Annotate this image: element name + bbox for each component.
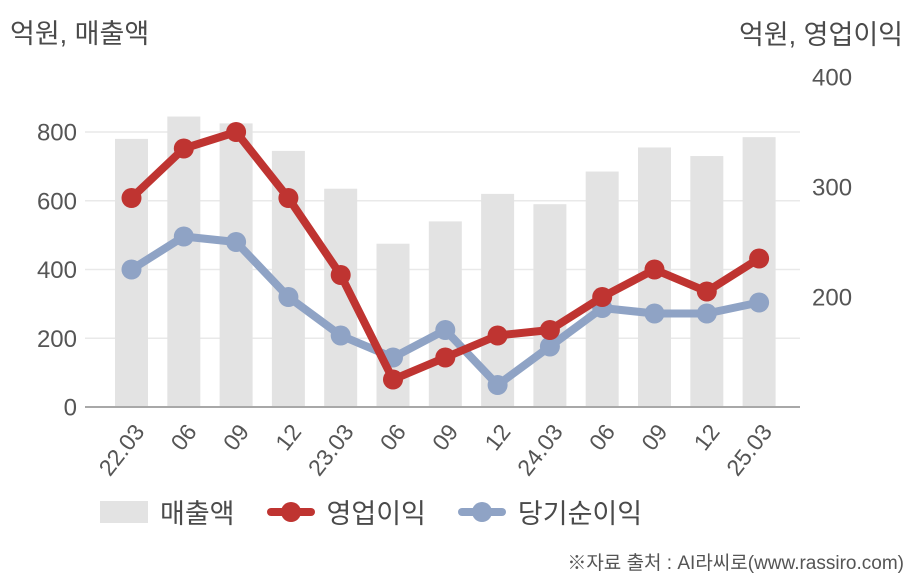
legend-item-revenue[interactable]: 매출액 xyxy=(100,492,235,531)
x-tick-label: 06 xyxy=(375,419,411,455)
operating-profit-point xyxy=(592,287,613,307)
net-profit-point xyxy=(696,303,717,324)
legend-label-net-profit: 당기순이익 xyxy=(517,499,643,529)
operating-profit-point xyxy=(278,188,299,208)
y-tick-label-left: 400 xyxy=(37,257,77,284)
revenue-bar xyxy=(428,221,462,407)
y-tick-label-right: 200 xyxy=(812,285,852,312)
x-tick-label: 06 xyxy=(584,419,620,455)
operating-profit-point xyxy=(487,325,508,346)
net-profit-point xyxy=(749,292,770,313)
x-tick-label: 12 xyxy=(479,419,515,455)
revenue-bar xyxy=(219,123,253,407)
legend: 매출액 영업이익 당기순이익 xyxy=(100,492,642,531)
operating-profit-point xyxy=(383,369,403,390)
y-tick-label-left: 200 xyxy=(37,326,77,353)
revenue-bar xyxy=(533,204,567,407)
operating-profit-point xyxy=(330,265,351,285)
y-tick-label-left: 0 xyxy=(64,395,77,422)
net-profit-point xyxy=(435,320,456,340)
x-tick-label: 12 xyxy=(270,419,306,455)
x-tick-label: 12 xyxy=(688,419,724,455)
operating-profit-point xyxy=(539,320,560,340)
x-tick-label: 06 xyxy=(165,419,201,455)
legend-item-operating-profit[interactable]: 영업이익 xyxy=(266,492,426,531)
x-tick-label: 09 xyxy=(218,419,254,455)
x-tick-label: 24.03 xyxy=(512,419,568,478)
source-note: ※자료 출처 : AI라씨로(www.rassiro.com) xyxy=(567,553,904,574)
operating-profit-point xyxy=(121,188,142,208)
net-profit-point xyxy=(487,375,508,395)
revenue-bar xyxy=(167,116,201,407)
net-profit-point xyxy=(330,325,351,346)
revenue-swatch xyxy=(100,500,148,523)
operating-profit-point xyxy=(435,347,456,368)
y-tick-label-right: 300 xyxy=(812,175,852,202)
net-profit-swatch xyxy=(457,501,506,523)
x-tick-label: 09 xyxy=(636,419,672,455)
x-tick-label: 23.03 xyxy=(303,419,359,478)
y-tick-label-right: 400 xyxy=(812,65,852,92)
net-profit-point xyxy=(278,287,299,307)
right-axis-title: 억원, 영업이익 xyxy=(738,20,903,50)
net-profit-point xyxy=(539,336,560,357)
legend-item-net-profit[interactable]: 당기순이익 xyxy=(457,492,643,531)
y-tick-label-left: 800 xyxy=(37,120,77,147)
y-tick-label-left: 600 xyxy=(37,188,77,215)
legend-label-revenue: 매출액 xyxy=(160,499,235,529)
x-tick-label: 09 xyxy=(427,419,463,455)
operating-profit-point xyxy=(226,122,247,142)
x-tick-label: 22.03 xyxy=(94,419,150,478)
legend-label-operating-profit: 영업이익 xyxy=(326,499,426,529)
operating-profit-point xyxy=(644,259,665,280)
net-profit-point xyxy=(644,303,665,324)
operating-profit-swatch xyxy=(266,501,315,523)
operating-profit-point xyxy=(749,248,770,269)
revenue-bar xyxy=(742,137,776,407)
net-profit-point xyxy=(173,226,194,247)
operating-profit-point xyxy=(173,138,194,159)
x-tick-label: 25.03 xyxy=(721,419,777,478)
left-axis-title: 억원, 매출액 xyxy=(10,19,150,49)
net-profit-point xyxy=(121,259,142,280)
net-profit-point xyxy=(226,232,247,252)
operating-profit-point xyxy=(696,281,717,302)
